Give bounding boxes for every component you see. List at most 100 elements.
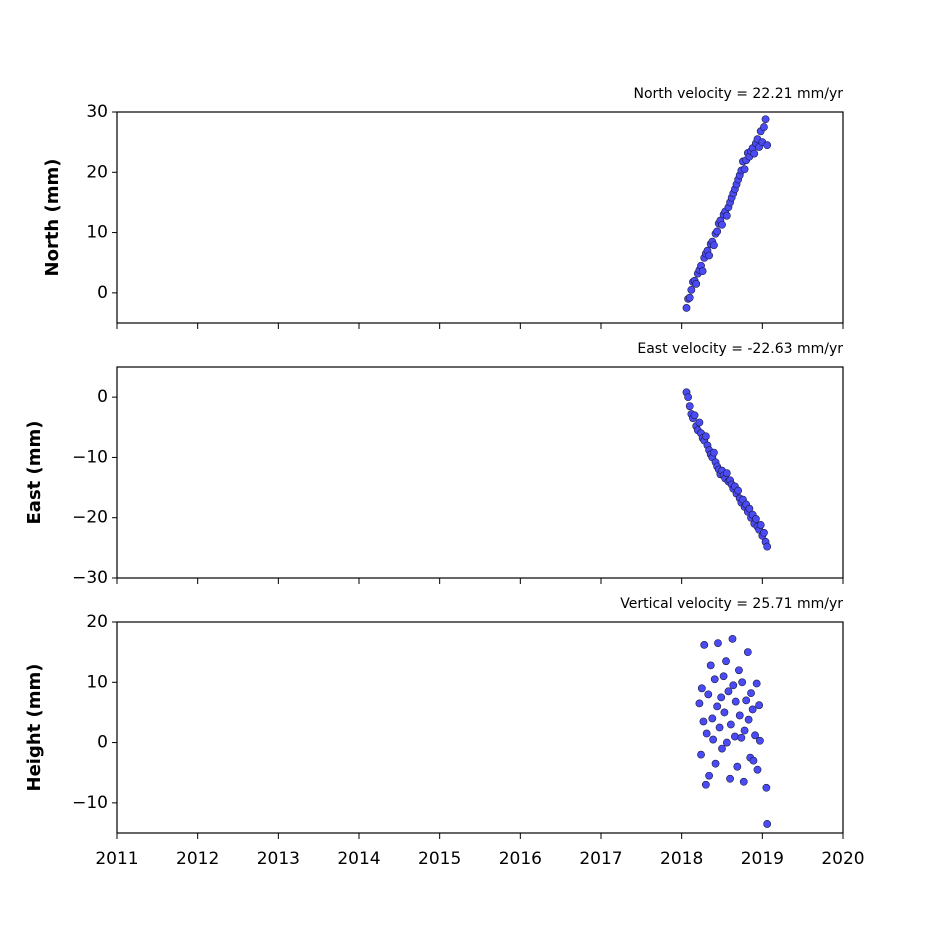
points: [682, 388, 772, 551]
x-tick-label: 2013: [257, 849, 300, 869]
point: [722, 738, 731, 747]
point: [728, 634, 737, 643]
point: [684, 393, 693, 402]
point: [763, 141, 772, 150]
panel-title: Vertical velocity = 25.71 mm/yr: [620, 596, 843, 612]
point: [734, 486, 743, 495]
point: [695, 418, 704, 427]
x-tick-label: 2014: [337, 849, 380, 869]
x-tick-label: 2012: [176, 849, 219, 869]
point: [699, 717, 708, 726]
point: [698, 267, 707, 276]
point: [715, 723, 724, 732]
axes-frame: [116, 111, 844, 324]
point: [755, 701, 764, 710]
point: [748, 705, 757, 714]
y-axis-label: North (mm): [42, 159, 63, 277]
y-tick-label: 0: [97, 733, 108, 753]
point: [735, 711, 744, 720]
axes-frame: [116, 621, 844, 834]
x-tick-label: 2016: [499, 849, 542, 869]
point: [706, 661, 715, 670]
point: [692, 279, 701, 288]
point: [733, 762, 742, 771]
point: [713, 702, 722, 711]
point: [747, 689, 755, 698]
point: [701, 780, 710, 789]
point: [720, 708, 729, 717]
point: [724, 687, 733, 696]
point: [752, 679, 761, 688]
point: [722, 211, 731, 220]
point: [701, 432, 710, 441]
panel-title: East velocity = -22.63 mm/yr: [637, 341, 843, 357]
point: [749, 756, 758, 765]
point: [687, 285, 696, 294]
point: [745, 504, 754, 513]
point: [750, 149, 759, 158]
point: [760, 528, 768, 537]
point: [762, 783, 771, 792]
point: [763, 820, 772, 828]
point: [763, 542, 772, 551]
point: [751, 515, 760, 523]
y-tick-label: 30: [86, 102, 108, 122]
point: [722, 657, 730, 666]
point: [742, 696, 751, 705]
panel: North velocity = 22.21 mm/yr North (mm) 0 1…: [42, 86, 844, 329]
point: [702, 729, 711, 738]
point: [756, 521, 765, 529]
point: [731, 732, 739, 741]
point: [697, 750, 705, 759]
point: [685, 293, 694, 302]
point: [690, 411, 699, 420]
point: [710, 448, 718, 457]
point: [713, 227, 722, 236]
point: [740, 165, 749, 174]
y-tick-label: 0: [97, 387, 108, 407]
point: [697, 684, 706, 693]
y-tick-label: 10: [86, 672, 108, 692]
point: [735, 666, 743, 675]
y-tick-label: 20: [86, 612, 108, 632]
point: [722, 469, 731, 478]
point: [714, 639, 722, 647]
y-tick-label: −30: [72, 568, 108, 588]
point: [718, 220, 726, 229]
point: [743, 648, 752, 657]
y-tick-label: 20: [86, 162, 108, 182]
point: [739, 777, 748, 786]
point: [744, 715, 753, 724]
x-tick-label: 2020: [821, 849, 864, 869]
axes-frame: [116, 366, 844, 579]
x-tick-label: 2011: [95, 849, 138, 869]
point: [717, 693, 726, 702]
x-tick-label: 2018: [660, 849, 703, 869]
point: [726, 774, 734, 783]
point: [729, 681, 738, 690]
panel: Vertical velocity = 25.71 mm/yr Height (m…: [24, 596, 865, 869]
point: [756, 736, 764, 745]
point: [718, 744, 726, 753]
y-tick-label: 10: [86, 223, 108, 243]
point: [711, 759, 720, 768]
point: [737, 733, 746, 742]
point: [710, 241, 718, 250]
point: [704, 690, 713, 699]
x-tick-label: 2015: [418, 849, 461, 869]
point: [700, 641, 709, 649]
point: [740, 726, 749, 735]
point: [719, 672, 728, 681]
y-tick-label: −10: [72, 447, 108, 467]
points: [682, 115, 772, 312]
points: [695, 634, 772, 828]
y-tick-label: −20: [72, 508, 108, 528]
point: [705, 771, 713, 780]
point: [751, 731, 759, 740]
y-tick-label: 0: [97, 283, 108, 303]
panel-title: North velocity = 22.21 mm/yr: [633, 86, 843, 102]
point: [761, 115, 770, 124]
point: [731, 697, 740, 706]
